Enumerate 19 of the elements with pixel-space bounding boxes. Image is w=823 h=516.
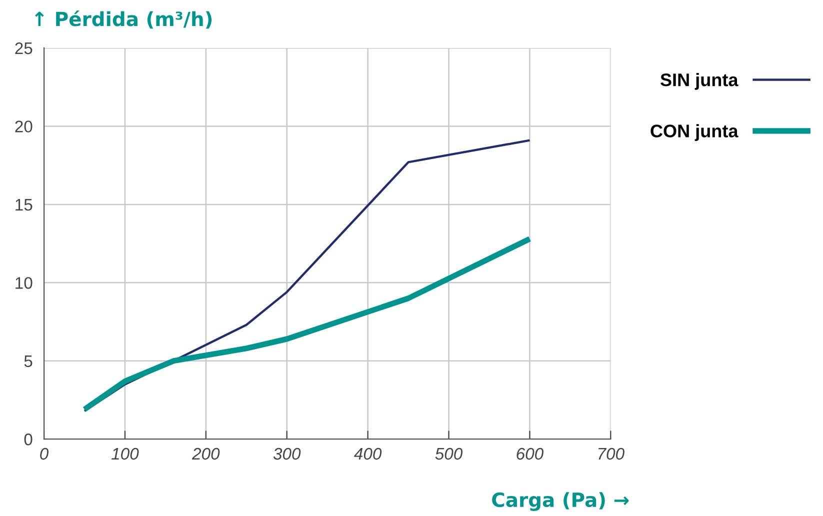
y-tick-label: 15	[16, 199, 32, 211]
y-tick-label: 5	[24, 355, 32, 368]
x-tick-label: 600	[516, 448, 544, 460]
x-tick-label: 300	[273, 448, 301, 460]
x-tick-label: 100	[112, 448, 139, 460]
x-tick-label: 0	[40, 448, 49, 460]
x-tick-label: 700	[598, 448, 624, 460]
y-tick-label: 20	[15, 120, 32, 132]
line-series	[83, 139, 531, 412]
y-tick-label: 0	[24, 434, 32, 446]
x-axis-title: Carga (Pa) →	[492, 492, 629, 512]
x-tick-label: 400	[354, 448, 382, 460]
x-tick-label: 200	[192, 448, 220, 460]
y-axis-title: ↑ Pérdida (m³/h)	[35, 10, 212, 29]
y-tick-label: 10	[16, 277, 32, 289]
x-tick-label: 500	[435, 448, 463, 460]
legend-label: SIN junta	[660, 73, 738, 90]
legend-label: CON junta	[650, 124, 738, 141]
y-tick-label: 25	[15, 42, 32, 54]
